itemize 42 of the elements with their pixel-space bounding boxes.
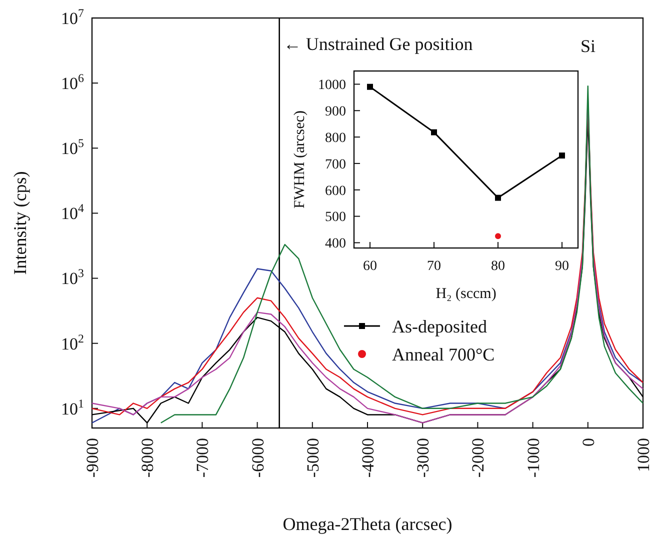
x-tick-label: -6000: [248, 438, 268, 478]
y-tick-label: 500: [325, 210, 346, 226]
y-tick-label: 10$^{5}$: [61, 136, 84, 158]
x-tick-label: -7000: [193, 438, 212, 478]
x-tick-label: 60: [363, 259, 377, 274]
y-tick-label: 600: [325, 184, 346, 199]
ref-line-label: ← Unstrained Ge position: [283, 34, 473, 54]
x-tick-label: 70: [427, 259, 441, 274]
y-axis-title: FWHM (arcsec): [292, 110, 308, 208]
y-tick-label: 400: [325, 236, 346, 252]
y-tick-label: 1000: [318, 78, 346, 94]
x-tick-label: -2000: [468, 438, 488, 478]
x-tick-label: -9000: [82, 438, 102, 478]
x-tick-label: -5000: [303, 438, 322, 478]
x-tick-label: -8000: [138, 438, 158, 478]
y-tick-label: 10$^{4}$: [61, 201, 84, 224]
point: [559, 152, 565, 159]
y-tick-label: 900: [325, 104, 346, 120]
x-tick-label: 0: [578, 438, 598, 446]
legend-label: As-deposited: [392, 316, 487, 336]
point: [367, 84, 373, 90]
x-tick-label: -3000: [414, 438, 433, 478]
x-tick-label: 90: [555, 259, 569, 274]
point: [495, 233, 501, 240]
y-tick-label: 10$^{1}$: [61, 396, 84, 418]
y-tick-label: 10$^{7}$: [61, 6, 84, 28]
y-tick-label: 10$^{3}$: [61, 266, 84, 288]
legend-label: Anneal 700°C: [392, 344, 495, 364]
x-tick-label: -1000: [524, 438, 543, 478]
x-axis-title: H₂ (sccm): [436, 286, 496, 302]
y-axis-title: Intensity (cps): [10, 171, 30, 275]
y-tick-label: 10$^{6}$: [61, 71, 84, 94]
y-tick-label: 700: [325, 157, 346, 172]
point: [495, 194, 501, 201]
point: [431, 129, 437, 136]
x-axis-title: Omega-2Theta (arcsec): [282, 514, 452, 534]
x-tick-label: -4000: [358, 438, 378, 478]
x-tick-label: 80: [491, 259, 505, 274]
annotation: Si: [580, 36, 596, 56]
y-tick-label: 10$^{2}$: [61, 331, 84, 354]
x-tick-label: 1000: [634, 438, 652, 472]
y-tick-label: 800: [325, 130, 346, 146]
